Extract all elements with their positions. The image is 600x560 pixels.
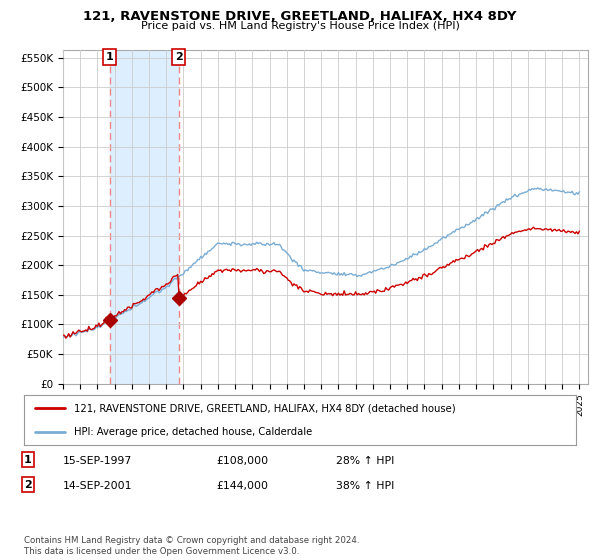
Text: 121, RAVENSTONE DRIVE, GREETLAND, HALIFAX, HX4 8DY (detached house): 121, RAVENSTONE DRIVE, GREETLAND, HALIFA…	[74, 403, 455, 413]
Bar	[110, 50, 178, 384]
Text: 121, RAVENSTONE DRIVE, GREETLAND, HALIFAX, HX4 8DY: 121, RAVENSTONE DRIVE, GREETLAND, HALIFA…	[83, 10, 517, 23]
Text: 38% ↑ HPI: 38% ↑ HPI	[336, 481, 394, 491]
Text: Contains HM Land Registry data © Crown copyright and database right 2024.
This d: Contains HM Land Registry data © Crown c…	[24, 536, 359, 556]
Text: 28% ↑ HPI: 28% ↑ HPI	[336, 456, 394, 466]
Text: £144,000: £144,000	[216, 481, 268, 491]
Text: 2: 2	[175, 52, 182, 62]
Text: 1: 1	[106, 52, 113, 62]
Text: HPI: Average price, detached house, Calderdale: HPI: Average price, detached house, Cald…	[74, 427, 312, 437]
Bar	[571, 50, 588, 384]
Text: 14-SEP-2001: 14-SEP-2001	[63, 481, 133, 491]
Text: 2: 2	[24, 480, 32, 490]
Text: 1: 1	[24, 455, 32, 465]
Text: £108,000: £108,000	[216, 456, 268, 466]
Text: 15-SEP-1997: 15-SEP-1997	[63, 456, 132, 466]
Text: Price paid vs. HM Land Registry's House Price Index (HPI): Price paid vs. HM Land Registry's House …	[140, 21, 460, 31]
